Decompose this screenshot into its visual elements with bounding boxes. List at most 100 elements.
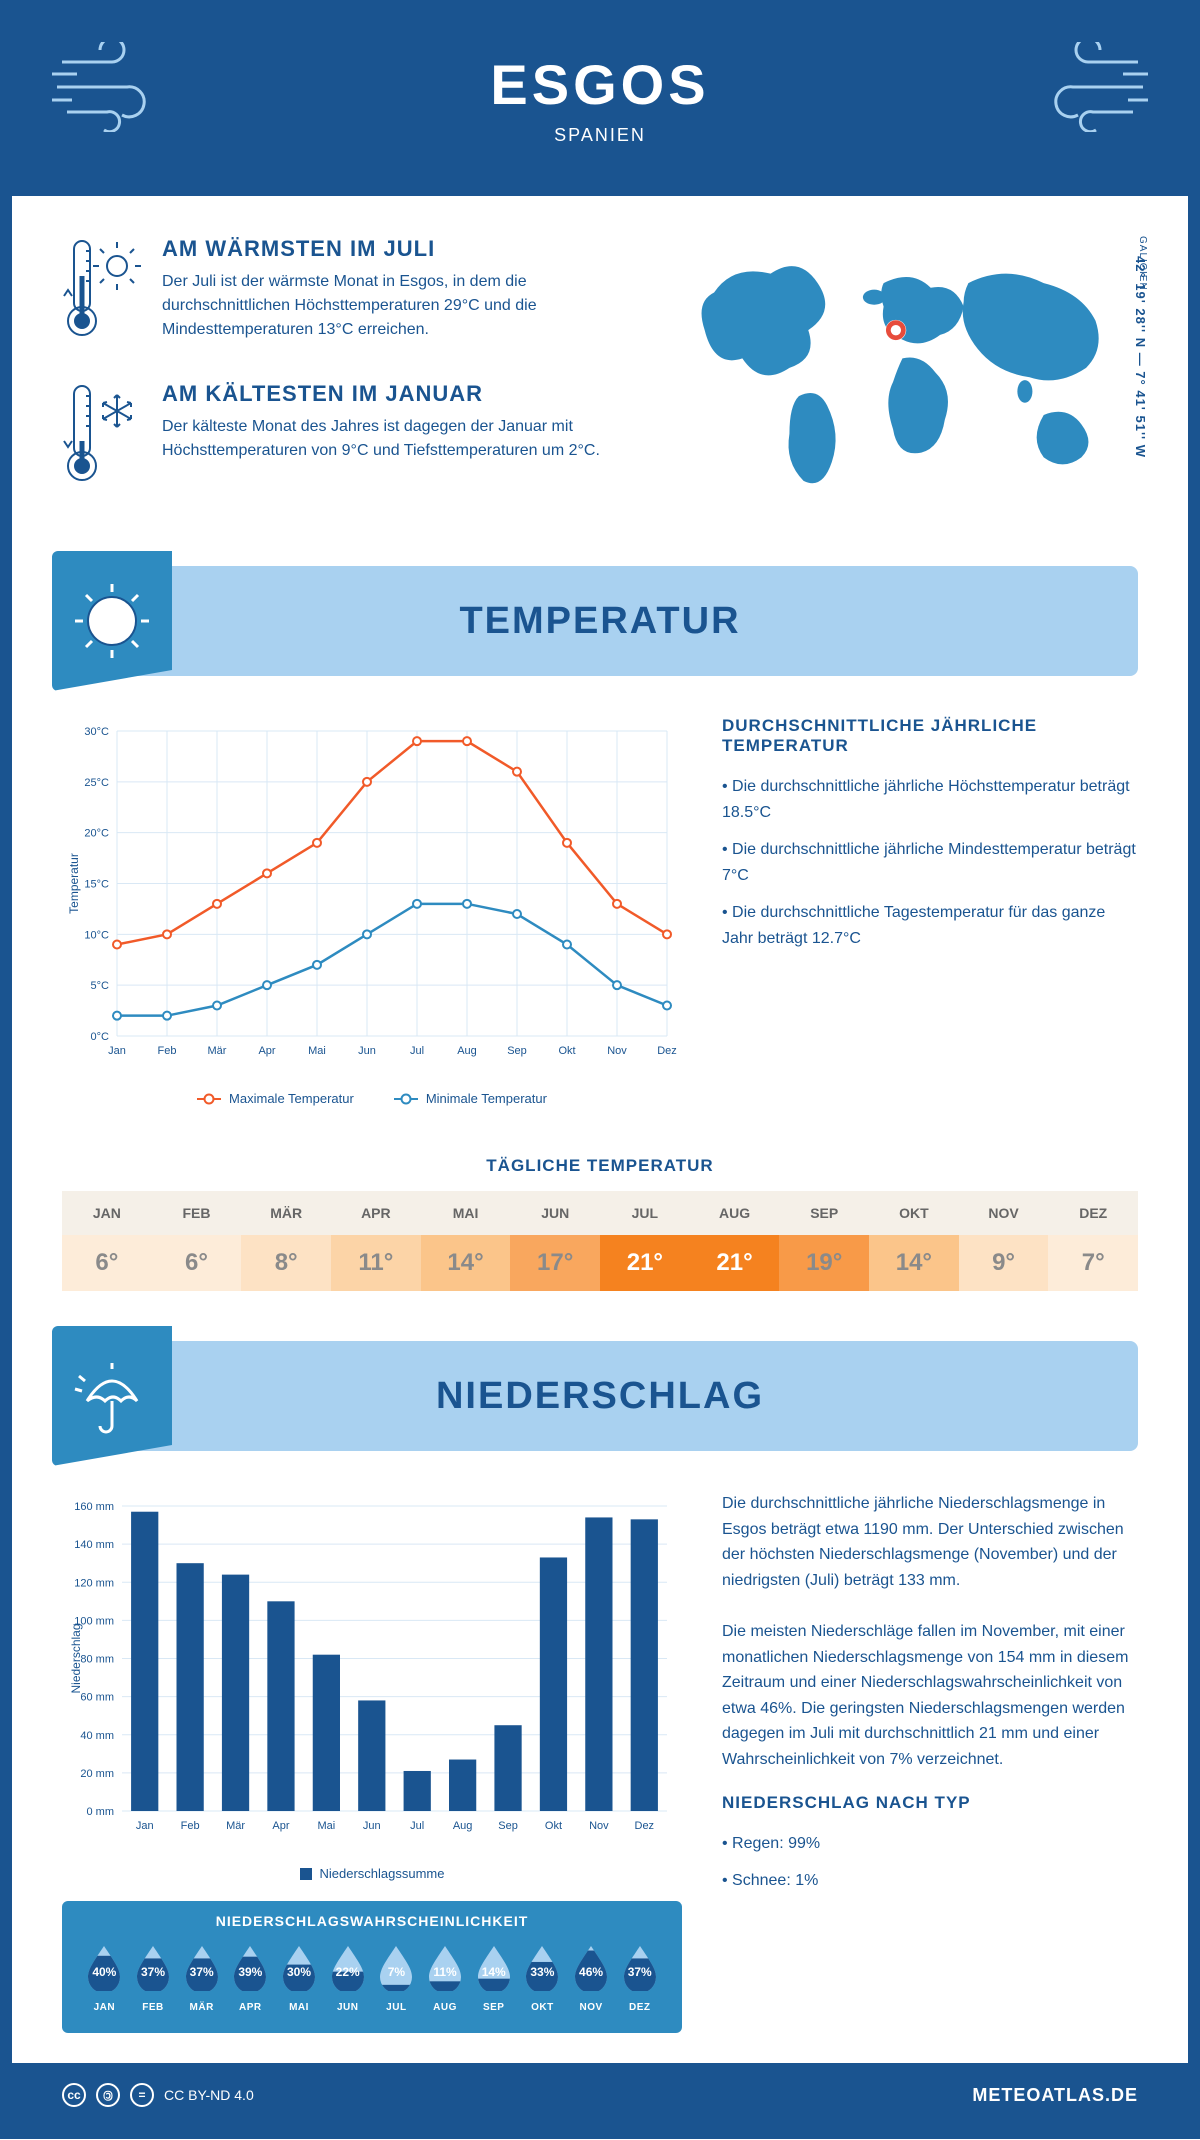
precipitation-legend: Niederschlagssumme	[62, 1866, 682, 1881]
svg-text:140 mm: 140 mm	[74, 1539, 114, 1551]
intro-section: AM WÄRMSTEN IM JULI Der Juli ist der wär…	[12, 196, 1188, 566]
daily-temp-table: JAN6°FEB6°MÄR8°APR11°MAI14°JUN17°JUL21°A…	[62, 1191, 1138, 1291]
prob-drop: 37%MÄR	[179, 1943, 224, 2013]
cc-icon: cc	[62, 2083, 86, 2107]
temp-bullet: Die durchschnittliche jährliche Höchstte…	[722, 774, 1138, 825]
page-title: ESGOS	[32, 52, 1168, 117]
svg-text:Jul: Jul	[410, 1045, 424, 1057]
nd-icon: =	[130, 2083, 154, 2107]
temperature-legend: Maximale Temperatur Minimale Temperatur	[62, 1091, 682, 1106]
svg-text:Dez: Dez	[657, 1045, 677, 1057]
temperature-info: DURCHSCHNITTLICHE JÄHRLICHE TEMPERATUR D…	[722, 716, 1138, 1106]
svg-text:Jun: Jun	[363, 1820, 381, 1832]
svg-text:Apr: Apr	[258, 1045, 275, 1057]
svg-text:20 mm: 20 mm	[80, 1768, 114, 1780]
prob-drop: 40%JAN	[82, 1943, 127, 2013]
svg-text:Feb: Feb	[181, 1820, 200, 1832]
legend-precip-label: Niederschlagssumme	[320, 1866, 445, 1881]
legend-min-label: Minimale Temperatur	[426, 1091, 547, 1106]
precip-type-item: Schnee: 1%	[722, 1868, 1138, 1894]
precip-type-title: NIEDERSCHLAG NACH TYP	[722, 1793, 1138, 1813]
svg-text:0 mm: 0 mm	[87, 1806, 115, 1818]
svg-text:Mär: Mär	[208, 1045, 227, 1057]
svg-text:Feb: Feb	[158, 1045, 177, 1057]
svg-text:Sep: Sep	[507, 1045, 527, 1057]
svg-text:120 mm: 120 mm	[74, 1577, 114, 1589]
warmest-title: AM WÄRMSTEN IM JULI	[162, 236, 627, 262]
temp-cell: OKT14°	[869, 1191, 959, 1291]
prob-drop: 33%OKT	[520, 1943, 565, 2013]
prob-drop: 11%AUG	[423, 1943, 468, 2013]
svg-text:Mär: Mär	[226, 1820, 245, 1832]
by-icon: 🄯	[96, 2083, 120, 2107]
svg-text:40 mm: 40 mm	[80, 1730, 114, 1742]
wind-icon	[52, 42, 162, 132]
temp-cell: MÄR8°	[241, 1191, 331, 1291]
temp-cell: NOV9°	[959, 1191, 1049, 1291]
svg-text:Sep: Sep	[498, 1820, 518, 1832]
svg-text:10°C: 10°C	[84, 929, 109, 941]
prob-drop: 22%JUN	[325, 1943, 370, 2013]
temp-cell: JUL21°	[600, 1191, 690, 1291]
temp-cell: DEZ7°	[1048, 1191, 1138, 1291]
svg-text:Nov: Nov	[607, 1045, 627, 1057]
temp-bullet: Die durchschnittliche Tagestemperatur fü…	[722, 900, 1138, 951]
prob-drop: 37%FEB	[131, 1943, 176, 2013]
svg-text:Dez: Dez	[635, 1820, 655, 1832]
coldest-title: AM KÄLTESTEN IM JANUAR	[162, 381, 627, 407]
prob-drop: 37%DEZ	[617, 1943, 662, 2013]
svg-text:60 mm: 60 mm	[80, 1692, 114, 1704]
temp-info-title: DURCHSCHNITTLICHE JÄHRLICHE TEMPERATUR	[722, 716, 1138, 756]
precipitation-info: Die durchschnittliche jährliche Niedersc…	[722, 1491, 1138, 2033]
svg-text:Apr: Apr	[272, 1820, 289, 1832]
svg-text:Niederschlag: Niederschlag	[69, 1623, 83, 1693]
svg-text:Jun: Jun	[358, 1045, 376, 1057]
svg-text:20°C: 20°C	[84, 828, 109, 840]
svg-text:Okt: Okt	[558, 1045, 575, 1057]
prob-drop: 30%MAI	[277, 1943, 322, 2013]
license-text: CC BY-ND 4.0	[164, 2087, 254, 2103]
temperature-line-chart: 0°C5°C10°C15°C20°C25°C30°CJanFebMärAprMa…	[62, 716, 682, 1076]
temp-cell: SEP19°	[779, 1191, 869, 1291]
page-subtitle: SPANIEN	[32, 125, 1168, 146]
svg-text:Jan: Jan	[108, 1045, 126, 1057]
svg-text:Mai: Mai	[318, 1820, 336, 1832]
daily-temp-title: TÄGLICHE TEMPERATUR	[12, 1136, 1188, 1191]
svg-text:25°C: 25°C	[84, 777, 109, 789]
temp-bullet: Die durchschnittliche jährliche Mindestt…	[722, 837, 1138, 888]
prob-drop: 7%JUL	[374, 1943, 419, 2013]
world-map-icon	[667, 236, 1138, 500]
sun-icon	[67, 576, 157, 666]
svg-text:Aug: Aug	[453, 1820, 473, 1832]
svg-text:0°C: 0°C	[91, 1031, 110, 1043]
svg-text:80 mm: 80 mm	[80, 1654, 114, 1666]
prob-title: NIEDERSCHLAGSWAHRSCHEINLICHKEIT	[82, 1913, 662, 1929]
svg-text:Temperatur: Temperatur	[67, 853, 81, 914]
svg-text:160 mm: 160 mm	[74, 1501, 114, 1513]
svg-text:5°C: 5°C	[91, 980, 110, 992]
svg-text:Nov: Nov	[589, 1820, 609, 1832]
footer: cc 🄯 = CC BY-ND 4.0 METEOATLAS.DE	[12, 2063, 1188, 2127]
warmest-fact: AM WÄRMSTEN IM JULI Der Juli ist der wär…	[62, 236, 627, 351]
precipitation-bar-chart: 0 mm20 mm40 mm60 mm80 mm100 mm120 mm140 …	[62, 1491, 682, 1851]
coldest-text: Der kälteste Monat des Jahres ist dagege…	[162, 415, 627, 463]
precipitation-section-header: NIEDERSCHLAG	[62, 1341, 1138, 1451]
precipitation-title: NIEDERSCHLAG	[62, 1375, 1138, 1418]
svg-text:Aug: Aug	[457, 1045, 477, 1057]
prob-drop: 14%SEP	[471, 1943, 516, 2013]
temp-cell: MAI14°	[421, 1191, 511, 1291]
temperature-title: TEMPERATUR	[62, 600, 1138, 643]
precip-type-item: Regen: 99%	[722, 1831, 1138, 1857]
temp-cell: AUG21°	[690, 1191, 780, 1291]
temp-cell: APR11°	[331, 1191, 421, 1291]
svg-text:30°C: 30°C	[84, 726, 109, 738]
precip-info-text: Die durchschnittliche jährliche Niedersc…	[722, 1491, 1138, 1773]
coldest-fact: AM KÄLTESTEN IM JANUAR Der kälteste Mona…	[62, 381, 627, 496]
precipitation-probability: NIEDERSCHLAGSWAHRSCHEINLICHKEIT 40%JAN 3…	[62, 1901, 682, 2033]
temp-cell: JUN17°	[510, 1191, 600, 1291]
svg-text:Mai: Mai	[308, 1045, 326, 1057]
thermometer-snow-icon	[62, 381, 142, 491]
umbrella-icon	[67, 1351, 157, 1441]
coordinates: 42° 19' 28'' N — 7° 41' 51'' W	[1133, 256, 1148, 458]
svg-text:Jan: Jan	[136, 1820, 154, 1832]
